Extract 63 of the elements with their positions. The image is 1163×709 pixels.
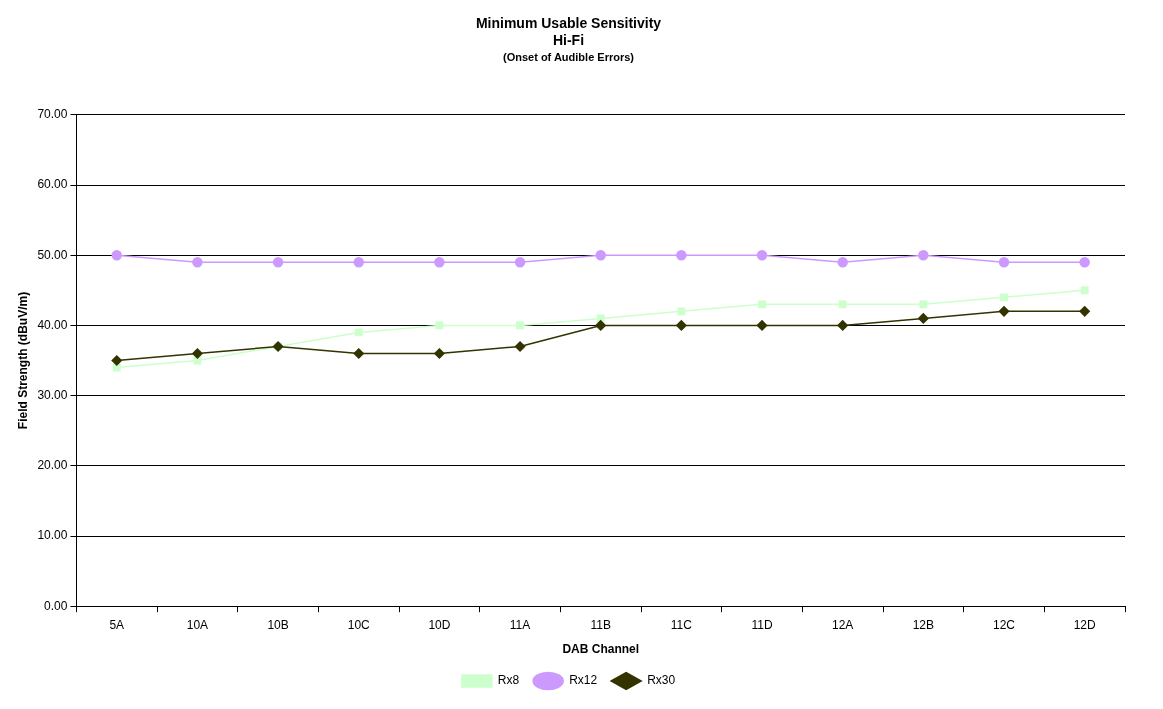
point (1080, 286, 1089, 295)
legend-label: Rx30 (647, 673, 676, 688)
x-tick-label: 11B (590, 617, 611, 632)
point (837, 320, 848, 331)
x-tick-label: 10B (267, 617, 289, 632)
point (758, 300, 766, 309)
x-tick-label: 12A (832, 617, 854, 632)
y-tick-label: 50.00 (37, 247, 68, 262)
point (998, 306, 1010, 317)
point (1079, 306, 1090, 317)
point (111, 355, 123, 366)
legend-label: Rx12 (569, 673, 598, 688)
legend-label: Rx8 (497, 673, 520, 688)
point (838, 300, 847, 309)
point (434, 256, 445, 268)
x-tick-label: 11D (751, 617, 773, 632)
point (353, 348, 364, 359)
point (676, 249, 687, 261)
point (354, 328, 363, 337)
x-tick-label: 12C (993, 617, 1016, 632)
point (918, 313, 929, 324)
x-tick-label: 11A (509, 617, 531, 632)
point (514, 341, 526, 352)
y-tick-label: 60.00 (37, 177, 68, 192)
point (111, 249, 123, 261)
point (516, 321, 524, 330)
point (595, 249, 606, 261)
point (676, 320, 687, 331)
point (1079, 256, 1090, 268)
x-tick-label: 10A (186, 617, 209, 632)
point (837, 256, 848, 268)
y-tick-label: 30.00 (37, 387, 68, 402)
point (919, 300, 928, 309)
point (595, 320, 606, 331)
y-axis-title: Field Strength (dBuV/m) (15, 291, 30, 430)
x-tick-label: 12B (912, 617, 935, 632)
chart-subtitle: (Onset of Audible Errors) (503, 51, 635, 64)
x-tick-label: 10D (428, 617, 451, 632)
point (596, 314, 605, 323)
point (435, 321, 444, 330)
x-tick-label: 10C (347, 617, 371, 632)
x-tick-label: 12D (1073, 617, 1097, 632)
point (1000, 293, 1008, 302)
x-tick-label: 5A (109, 617, 125, 632)
point (756, 249, 768, 261)
point (918, 249, 929, 261)
point (434, 348, 445, 359)
point (353, 256, 364, 268)
y-tick-label: 10.00 (37, 528, 68, 543)
point (192, 256, 203, 268)
x-tick-label: 11C (670, 617, 693, 632)
y-tick-label: 70.00 (37, 107, 68, 122)
point (677, 307, 686, 316)
point (998, 256, 1010, 268)
x-axis-title: DAB Channel (562, 642, 640, 657)
y-tick-label: 40.00 (37, 317, 68, 332)
point (272, 256, 284, 268)
y-tick-label: 0.00 (44, 598, 68, 613)
point (192, 348, 203, 359)
point (514, 256, 526, 268)
y-tick-label: 20.00 (37, 458, 68, 473)
chart-title: Minimum Usable Sensitivity Hi-Fi (475, 15, 662, 49)
point (756, 320, 768, 331)
